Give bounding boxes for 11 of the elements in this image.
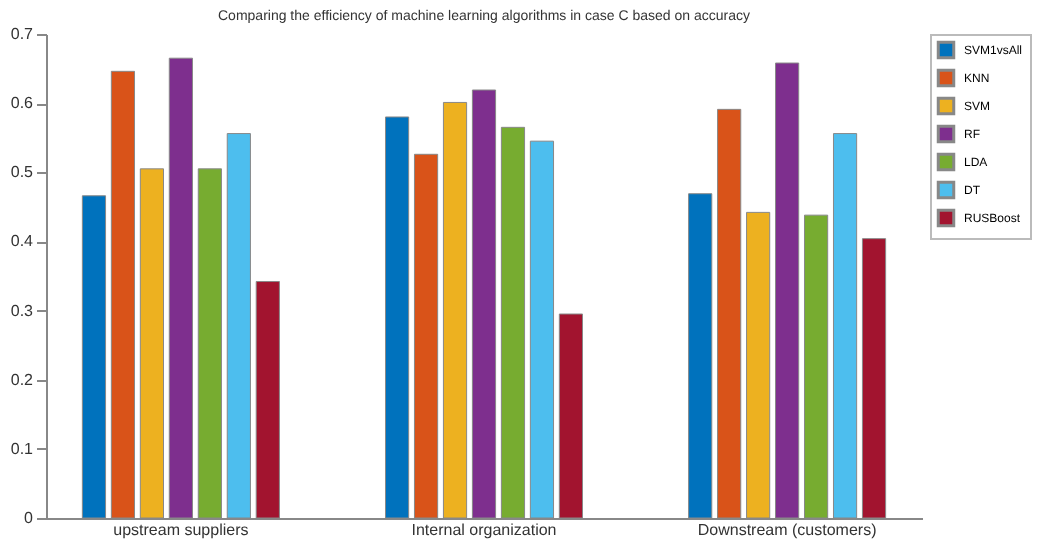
y-tick-label: 0.7 [10, 25, 35, 43]
x-tick-label: Internal organization [411, 521, 557, 539]
x-tick-label: upstream suppliers [113, 521, 249, 539]
y-tick-label: 0.1 [10, 439, 35, 458]
y-tick-label: 0.2 [10, 370, 35, 389]
x-tick-label: Downstream (customers) [697, 521, 878, 539]
y-tick-label: 0.5 [10, 163, 35, 182]
y-tick-label: 0.6 [10, 94, 35, 113]
y-tick-label: 0.4 [10, 232, 35, 251]
y-tick-label: 0.3 [10, 301, 35, 320]
y-tick-label: 0 [24, 509, 35, 527]
